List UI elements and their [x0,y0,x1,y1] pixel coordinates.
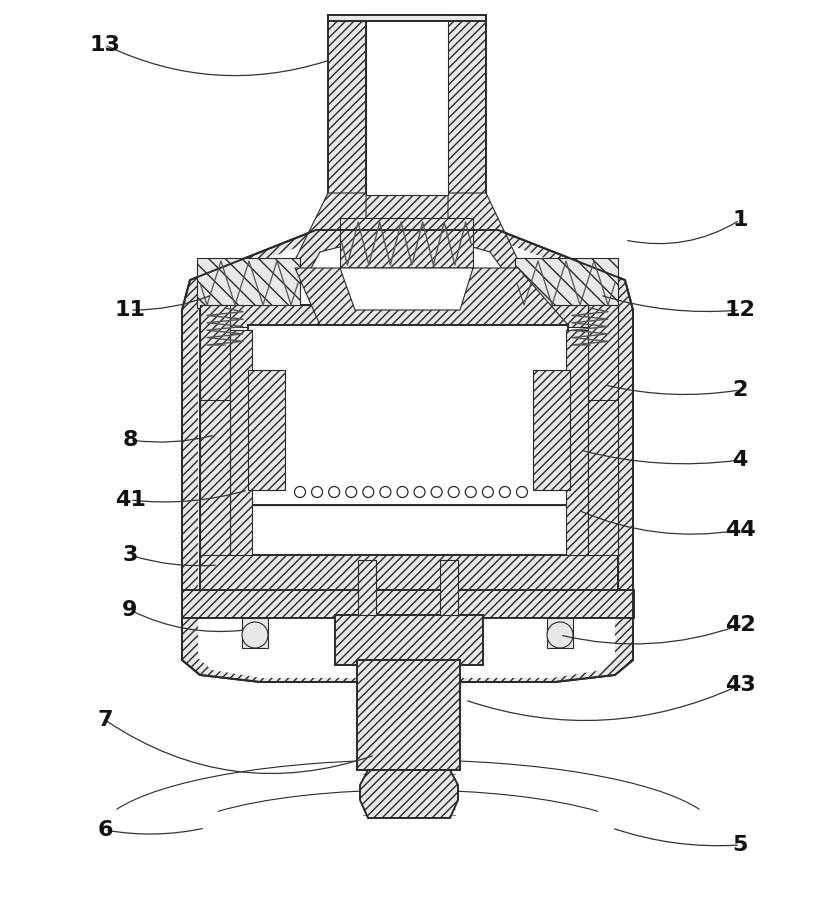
Bar [547,618,573,648]
Bar [242,618,268,648]
Bar [200,305,618,590]
Circle shape [242,622,268,648]
Text: 11: 11 [115,300,146,320]
Text: 8: 8 [122,430,137,450]
Circle shape [547,622,573,648]
Circle shape [311,487,323,497]
Bar [182,590,634,618]
Text: 4: 4 [733,450,748,470]
Circle shape [294,487,306,497]
Bar [248,370,285,490]
Circle shape [328,487,340,497]
Bar [515,258,618,308]
Polygon shape [295,193,366,270]
Bar [328,15,486,21]
Text: 42: 42 [724,615,755,635]
Polygon shape [316,195,498,230]
Text: 6: 6 [98,820,113,840]
Polygon shape [198,232,615,678]
Bar [366,15,448,195]
Bar [200,555,618,593]
Bar [533,370,570,490]
Bar [200,305,230,590]
Bar [340,218,473,268]
Circle shape [516,487,528,497]
Text: 44: 44 [724,520,755,540]
Text: 7: 7 [98,710,113,730]
Text: 12: 12 [724,300,755,320]
Text: 3: 3 [122,545,137,565]
Bar [588,400,618,555]
Polygon shape [360,770,458,818]
Text: 9: 9 [122,600,137,620]
Circle shape [363,487,374,497]
Circle shape [482,487,493,497]
Bar [566,330,588,555]
Bar [440,560,458,615]
Bar [200,400,230,555]
Text: 43: 43 [724,675,755,695]
Polygon shape [340,268,473,310]
Bar [248,325,568,505]
Text: 1: 1 [733,210,748,230]
Polygon shape [295,268,568,325]
Circle shape [465,487,476,497]
Circle shape [346,487,357,497]
Bar [200,305,618,327]
Circle shape [414,487,425,497]
Circle shape [397,487,408,497]
Bar [588,305,618,590]
Polygon shape [182,230,633,682]
Text: 2: 2 [733,380,748,400]
Polygon shape [448,193,518,270]
Bar [328,15,366,195]
Bar [448,15,486,195]
Bar [358,560,376,615]
Bar [357,660,460,770]
Circle shape [431,487,442,497]
Text: 13: 13 [89,35,120,55]
Bar [230,330,252,555]
Text: 41: 41 [115,490,146,510]
Circle shape [448,487,459,497]
Bar [197,258,300,308]
Bar [335,615,483,665]
Circle shape [499,487,511,497]
Circle shape [380,487,391,497]
Text: 5: 5 [733,835,748,855]
